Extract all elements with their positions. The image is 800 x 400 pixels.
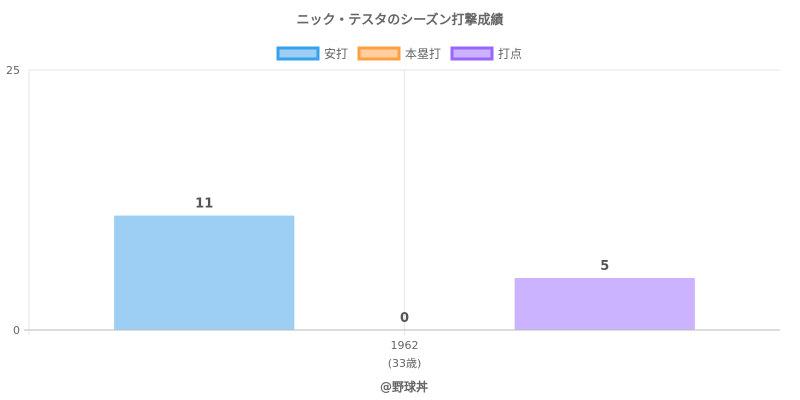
bar-1 (114, 215, 295, 330)
legend-swatch-1 (276, 46, 320, 61)
axes: 0 25 1962 (33歳) (6, 64, 780, 370)
data-labels: 11 0 5 (195, 197, 609, 326)
data-label: 11 (195, 197, 213, 212)
data-label: 0 (400, 311, 409, 326)
legend: 安打 本塁打 打点 (276, 46, 522, 61)
chart-title: ニック・テスタのシーズン打撃成績 (296, 12, 503, 28)
bars (114, 215, 695, 330)
bar-3 (514, 278, 695, 330)
legend-label: 本塁打 (405, 47, 441, 61)
data-label: 5 (600, 259, 609, 274)
y-tick-label: 0 (13, 324, 20, 337)
x-tick-sublabel: (33歳) (388, 357, 422, 370)
x-tick-label: 1962 (391, 339, 419, 352)
legend-label: 打点 (498, 47, 522, 61)
credit-text: @野球丼 (380, 379, 428, 394)
y-tick-label: 25 (6, 64, 20, 77)
legend-swatch-3 (450, 46, 494, 61)
legend-label: 安打 (324, 46, 348, 61)
legend-swatch-2 (357, 46, 401, 61)
